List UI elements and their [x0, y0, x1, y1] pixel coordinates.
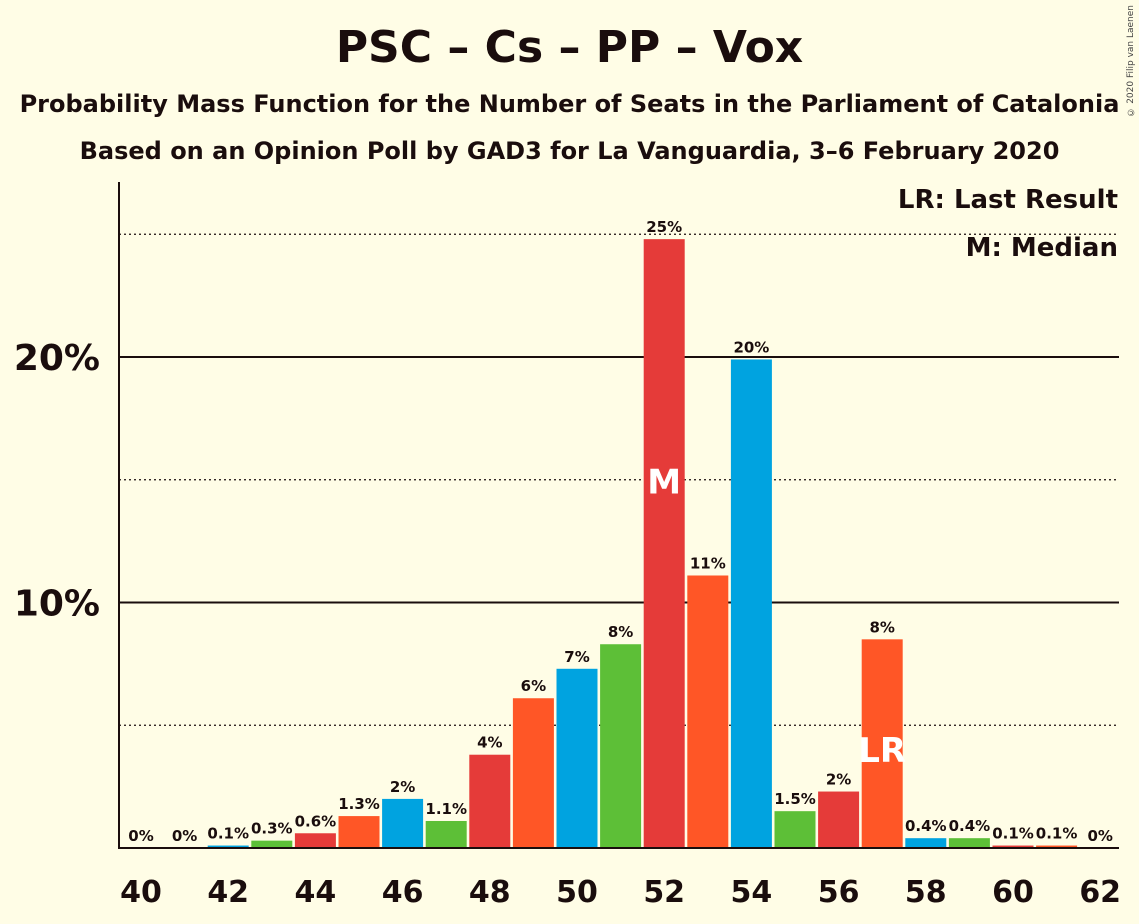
x-tick-label-48: 48 [469, 875, 511, 910]
bar-seat-48 [469, 754, 511, 848]
bar-seat-51 [600, 644, 642, 848]
bar-seat-44 [294, 833, 336, 848]
bar-seat-45 [338, 816, 380, 848]
bar-value-label-45: 1.3% [338, 795, 380, 813]
bar-value-label-58: 0.4% [905, 817, 947, 835]
bar-value-label-41: 0% [172, 827, 197, 845]
x-tick-label-54: 54 [731, 875, 773, 910]
chart-subtitle-source: Based on an Opinion Poll by GAD3 for La … [79, 137, 1060, 165]
bar-value-label-62: 0% [1087, 827, 1112, 845]
chart-title: PSC – Cs – PP – Vox [335, 22, 804, 73]
bar-value-label-57: 8% [869, 618, 894, 636]
bar-seat-54 [730, 359, 772, 848]
bar-value-label-53: 11% [690, 554, 726, 572]
bar-seat-46 [382, 798, 424, 848]
bar-value-label-44: 0.6% [295, 812, 337, 830]
x-tick-label-44: 44 [295, 875, 337, 910]
bar-value-label-43: 0.3% [251, 820, 293, 838]
bar-seat-58 [905, 838, 947, 848]
bar-seat-49 [512, 698, 554, 848]
bar-seat-59 [948, 838, 990, 848]
bar-value-label-61: 0.1% [1036, 825, 1078, 843]
bar-seat-61 [1036, 845, 1078, 848]
median-marker: M [647, 463, 681, 503]
y-tick-label-20: 20% [14, 338, 100, 379]
legend-median: M: Median [965, 233, 1118, 263]
bar-value-label-42: 0.1% [207, 825, 249, 843]
chart-subtitle-description: Probability Mass Function for the Number… [19, 90, 1120, 118]
bar-value-label-46: 2% [390, 778, 415, 796]
bar-seat-56 [818, 791, 860, 848]
x-tick-label-52: 52 [643, 875, 685, 910]
bar-seat-50 [556, 668, 598, 848]
bar-seat-47 [425, 820, 467, 848]
legend-last-result: LR: Last Result [897, 185, 1118, 215]
bar-seat-60 [992, 845, 1034, 848]
bar-value-label-51: 8% [608, 623, 633, 641]
bar-value-label-47: 1.1% [425, 800, 467, 818]
bar-seat-53 [687, 575, 729, 848]
bar-seat-43 [251, 840, 293, 848]
x-tick-label-56: 56 [818, 875, 860, 910]
last-result-marker: LR [858, 731, 906, 771]
bar-value-label-54: 20% [733, 338, 769, 356]
bar-value-label-60: 0.1% [992, 825, 1034, 843]
x-tick-label-42: 42 [207, 875, 249, 910]
bar-value-label-40: 0% [128, 827, 153, 845]
bar-value-label-55: 1.5% [774, 790, 816, 808]
x-tick-label-62: 62 [1079, 875, 1121, 910]
bar-value-label-48: 4% [477, 734, 502, 752]
bar-value-label-52: 25% [646, 218, 682, 236]
bar-seat-52 [643, 239, 685, 848]
bar-seat-42 [207, 845, 249, 848]
bar-value-label-59: 0.4% [949, 817, 991, 835]
bar-value-label-50: 7% [564, 648, 589, 666]
x-tick-label-58: 58 [905, 875, 947, 910]
x-tick-label-50: 50 [556, 875, 598, 910]
bar-value-label-56: 2% [826, 771, 851, 789]
x-tick-label-46: 46 [382, 875, 424, 910]
x-tick-label-40: 40 [120, 875, 162, 910]
bar-seat-55 [774, 811, 816, 848]
y-tick-label-10: 10% [14, 584, 100, 625]
x-tick-label-60: 60 [992, 875, 1034, 910]
bar-value-label-49: 6% [521, 677, 546, 695]
bar-seat-57 [861, 639, 903, 848]
